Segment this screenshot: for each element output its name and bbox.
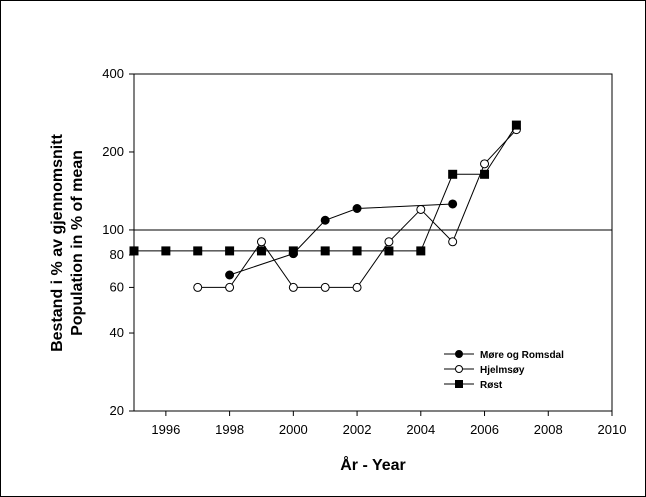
- y-tick-label: 40: [110, 325, 124, 340]
- y-axis-title-line2: Population in % of mean: [69, 150, 86, 336]
- legend-entry: Møre og Romsdal: [444, 350, 564, 361]
- y-tick-label: 80: [110, 247, 124, 262]
- data-point: [193, 246, 203, 256]
- legend-label: Røst: [480, 380, 503, 391]
- data-point: [384, 246, 394, 256]
- x-tick-label: 1996: [151, 422, 180, 437]
- x-axis-title: År - Year: [340, 455, 406, 474]
- data-point: [416, 246, 426, 256]
- data-point: [352, 246, 362, 256]
- data-point: [225, 270, 235, 280]
- data-point: [320, 282, 330, 292]
- plot-area: [133, 73, 613, 412]
- x-tick-label: 2010: [598, 422, 627, 437]
- legend: Møre og Romsdal Hjelmsøy Røst: [444, 350, 564, 391]
- y-tick-label: 60: [110, 279, 124, 294]
- legend-label: Møre og Romsdal: [480, 350, 564, 361]
- data-point: [511, 120, 521, 130]
- data-point: [416, 204, 426, 214]
- data-point: [320, 215, 330, 225]
- data-point: [448, 237, 458, 247]
- data-point: [288, 282, 298, 292]
- data-point: [225, 282, 235, 292]
- data-point: [480, 159, 490, 169]
- x-tick-label: 2002: [343, 422, 372, 437]
- data-point: [129, 246, 139, 256]
- y-tick-label: 20: [110, 403, 124, 418]
- legend-entry: Røst: [444, 380, 503, 391]
- series-1: [193, 125, 521, 292]
- data-point: [320, 246, 330, 256]
- legend-marker: [455, 365, 463, 373]
- y-tick-label: 200: [102, 144, 124, 159]
- data-point: [225, 246, 235, 256]
- y-axis-title-line1: Bestand i % av gjennomsnitt: [49, 133, 66, 351]
- legend-label: Hjelmsøy: [480, 365, 525, 376]
- data-point: [352, 204, 362, 214]
- x-tick-label: 2006: [470, 422, 499, 437]
- series-2: [129, 120, 521, 256]
- x-tick-label: 2000: [279, 422, 308, 437]
- data-point: [352, 282, 362, 292]
- legend-marker: [455, 380, 463, 388]
- x-tick-label: 1998: [215, 422, 244, 437]
- data-point: [288, 246, 298, 256]
- data-point: [256, 237, 266, 247]
- series-line: [134, 124, 517, 252]
- data-point: [161, 246, 171, 256]
- data-point: [256, 246, 266, 256]
- legend-entry: Hjelmsøy: [444, 365, 525, 376]
- legend-marker: [455, 350, 463, 358]
- data-point: [384, 237, 394, 247]
- data-point: [448, 169, 458, 179]
- y-tick-label: 100: [102, 222, 124, 237]
- data-point: [480, 169, 490, 179]
- data-point: [193, 282, 203, 292]
- x-tick-label: 2004: [406, 422, 435, 437]
- x-tick-label: 2008: [534, 422, 563, 437]
- y-tick-label: 400: [102, 66, 124, 81]
- data-point: [448, 199, 458, 209]
